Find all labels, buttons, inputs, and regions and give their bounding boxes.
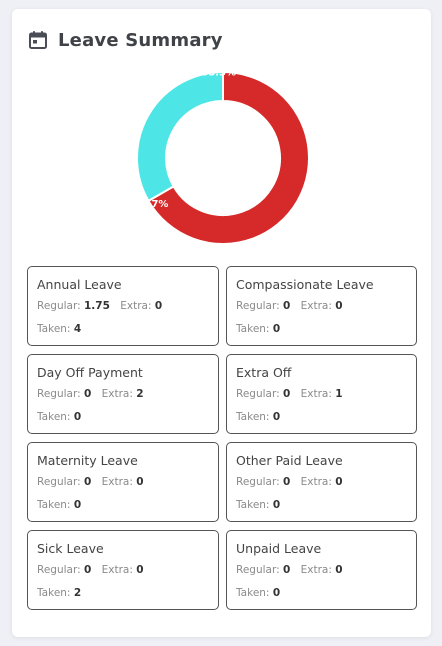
leave-name: Annual Leave <box>37 277 122 292</box>
calendar-icon <box>28 30 48 50</box>
leave-taken: Taken: 0 <box>236 498 407 512</box>
leave-taken: Taken: 4 <box>37 322 209 336</box>
regular-label: Regular: <box>37 476 81 488</box>
leave-regular-extra: Regular: 0 Extra: 1 <box>236 387 407 401</box>
extra-value: 0 <box>335 564 343 576</box>
extra-value: 0 <box>154 300 163 312</box>
regular-value: 0 <box>282 564 291 576</box>
extra-value: 0 <box>136 564 144 576</box>
leave-taken: Taken: 0 <box>37 410 209 424</box>
leave-donut-chart: 66.7% 33.3% <box>136 71 310 245</box>
leave-name: Maternity Leave <box>37 453 138 468</box>
page-title: Leave Summary <box>58 29 223 51</box>
taken-value: 0 <box>272 587 281 599</box>
leave-taken: Taken: 0 <box>37 498 209 512</box>
leave-card: Compassionate Leave Regular: 0 Extra: 0 … <box>226 266 417 346</box>
regular-value: 0 <box>282 388 291 400</box>
leave-card: Maternity Leave Regular: 0 Extra: 0 Take… <box>27 442 219 522</box>
taken-label: Taken: <box>37 323 71 335</box>
taken-label: Taken: <box>236 587 270 599</box>
leave-type-grid: Annual Leave Regular: 1.75 Extra: 0 Take… <box>27 266 417 610</box>
extra-value: 0 <box>335 300 343 312</box>
leave-taken: Taken: 0 <box>236 586 407 600</box>
leave-taken: Taken: 0 <box>236 410 407 424</box>
extra-value: 0 <box>136 476 144 488</box>
leave-card: Other Paid Leave Regular: 0 Extra: 0 Tak… <box>226 442 417 522</box>
donut-data-label: 33.3% <box>201 71 236 79</box>
taken-label: Taken: <box>236 499 270 511</box>
leave-card: Extra Off Regular: 0 Extra: 1 Taken: 0 <box>226 354 417 434</box>
taken-value: 0 <box>73 499 82 511</box>
card-header: Leave Summary <box>28 29 223 51</box>
regular-label: Regular: <box>37 388 81 400</box>
extra-label: Extra: <box>101 476 133 488</box>
leave-regular-extra: Regular: 0 Extra: 0 <box>37 475 209 489</box>
taken-label: Taken: <box>236 411 270 423</box>
taken-value: 0 <box>272 411 281 423</box>
regular-label: Regular: <box>236 476 280 488</box>
taken-label: Taken: <box>37 411 71 423</box>
regular-label: Regular: <box>236 564 280 576</box>
leave-summary-card: Leave Summary 66.7% 33.3% Annual Leave Re… <box>12 9 431 637</box>
leave-name: Unpaid Leave <box>236 541 322 556</box>
extra-label: Extra: <box>300 388 332 400</box>
leave-name: Extra Off <box>236 365 292 380</box>
extra-label: Extra: <box>300 476 332 488</box>
regular-value: 0 <box>282 476 291 488</box>
taken-label: Taken: <box>37 587 71 599</box>
regular-value: 0 <box>83 476 92 488</box>
leave-card: Annual Leave Regular: 1.75 Extra: 0 Take… <box>27 266 219 346</box>
regular-label: Regular: <box>236 388 280 400</box>
regular-value: 0 <box>282 300 291 312</box>
taken-label: Taken: <box>236 323 270 335</box>
leave-name: Other Paid Leave <box>236 453 343 468</box>
taken-label: Taken: <box>37 499 71 511</box>
donut-slice-sick-leave <box>136 71 224 203</box>
regular-value: 1.75 <box>83 300 110 312</box>
taken-value: 2 <box>73 587 82 599</box>
donut-slice-annual-leave <box>147 71 310 245</box>
taken-value: 0 <box>272 499 281 511</box>
donut-data-label: 66.7% <box>136 199 168 210</box>
taken-value: 4 <box>73 323 82 335</box>
taken-value: 0 <box>272 323 281 335</box>
leave-card: Unpaid Leave Regular: 0 Extra: 0 Taken: … <box>226 530 417 610</box>
extra-label: Extra: <box>120 300 152 312</box>
extra-label: Extra: <box>101 388 133 400</box>
regular-value: 0 <box>83 564 92 576</box>
leave-regular-extra: Regular: 1.75 Extra: 0 <box>37 299 209 313</box>
regular-label: Regular: <box>37 564 81 576</box>
leave-name: Day Off Payment <box>37 365 143 380</box>
leave-taken: Taken: 2 <box>37 586 209 600</box>
extra-value: 2 <box>136 388 144 400</box>
extra-value: 1 <box>335 388 343 400</box>
extra-label: Extra: <box>300 300 332 312</box>
leave-regular-extra: Regular: 0 Extra: 0 <box>236 563 407 577</box>
regular-value: 0 <box>83 388 92 400</box>
extra-label: Extra: <box>300 564 332 576</box>
leave-regular-extra: Regular: 0 Extra: 0 <box>236 475 407 489</box>
regular-label: Regular: <box>236 300 280 312</box>
leave-regular-extra: Regular: 0 Extra: 0 <box>37 563 209 577</box>
leave-name: Compassionate Leave <box>236 277 374 292</box>
leave-regular-extra: Regular: 0 Extra: 0 <box>236 299 407 313</box>
leave-taken: Taken: 0 <box>236 322 407 336</box>
taken-value: 0 <box>73 411 82 423</box>
leave-card: Sick Leave Regular: 0 Extra: 0 Taken: 2 <box>27 530 219 610</box>
leave-name: Sick Leave <box>37 541 104 556</box>
regular-label: Regular: <box>37 300 81 312</box>
leave-card: Day Off Payment Regular: 0 Extra: 2 Take… <box>27 354 219 434</box>
extra-value: 0 <box>335 476 343 488</box>
extra-label: Extra: <box>101 564 133 576</box>
leave-regular-extra: Regular: 0 Extra: 2 <box>37 387 209 401</box>
